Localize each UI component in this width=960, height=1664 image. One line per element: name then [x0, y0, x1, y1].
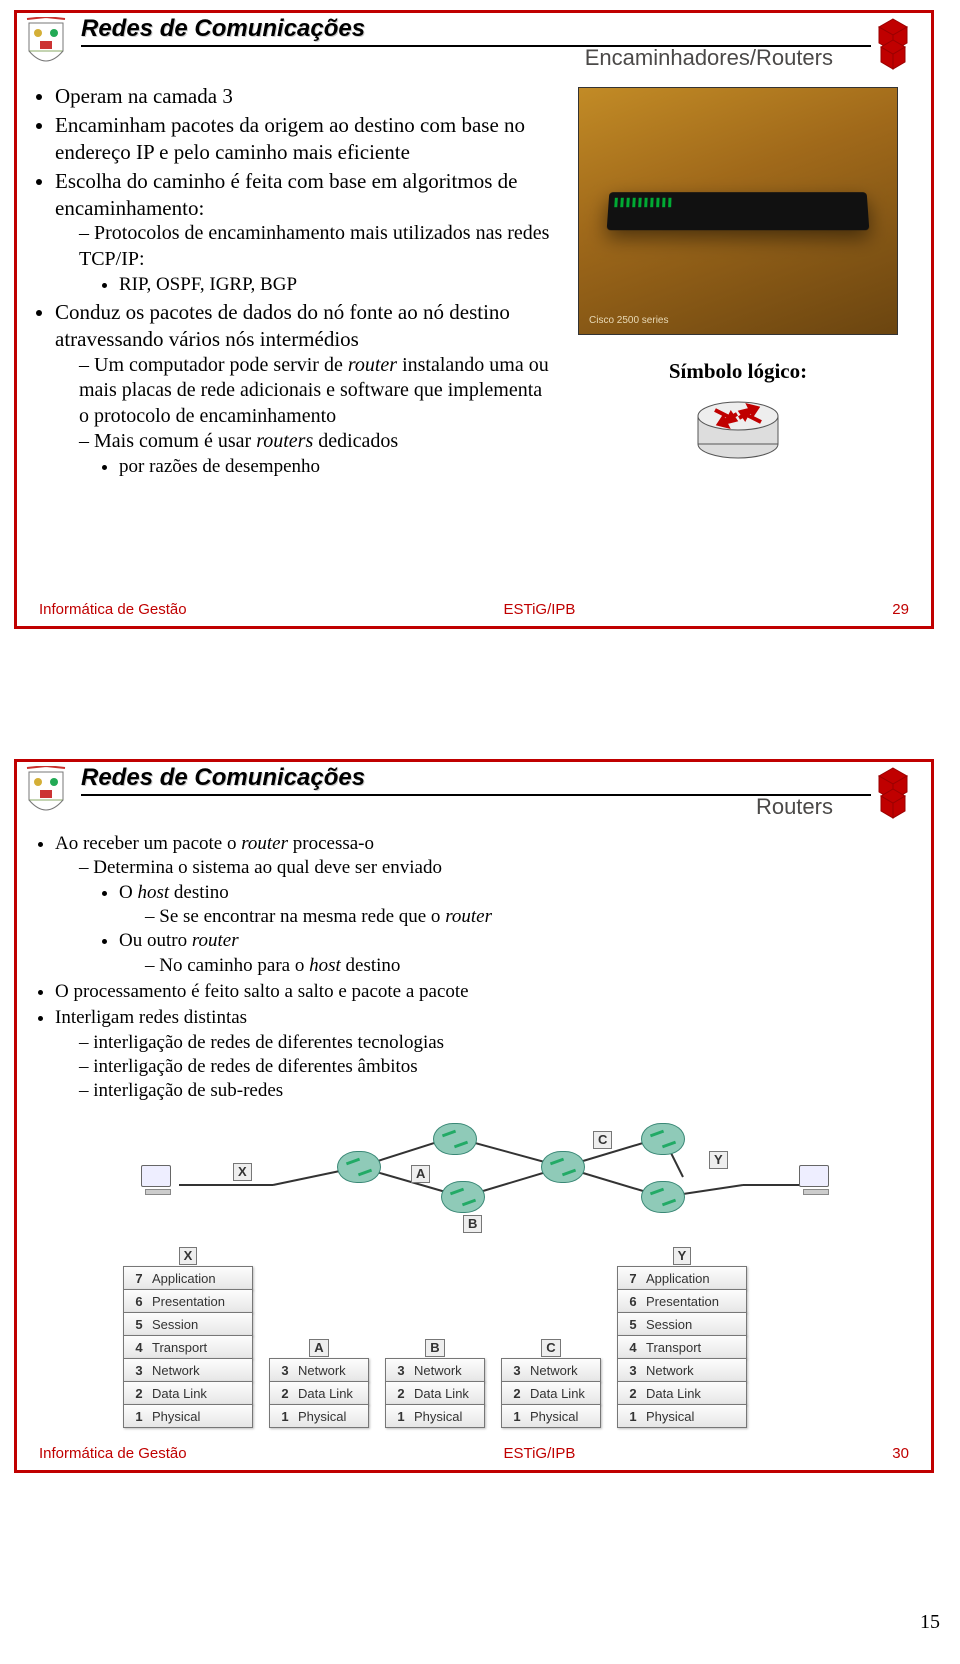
sub-bullet: Protocolos de encaminhamento mais utiliz…	[79, 221, 553, 297]
title-block: Redes de Comunicações Encaminhadores/Rou…	[75, 13, 931, 71]
sub3-bullet: No caminho para o host destino	[145, 954, 915, 978]
cube-logo-icon	[863, 17, 923, 73]
title-block: Redes de Comunicações Routers	[75, 762, 931, 820]
osi-layer: 4Transport	[617, 1335, 747, 1359]
footer-left: Informática de Gestão	[39, 601, 187, 618]
sub-bullet: interligação de sub-redes	[79, 1079, 915, 1103]
sub-bullet: interligação de redes de diferentes âmbi…	[79, 1055, 915, 1079]
sub-bullet: Mais comum é usar routers dedicados por …	[79, 429, 553, 479]
sub3-bullet: Se se encontrar na mesma rede que o rout…	[145, 905, 915, 929]
symbol-label: Símbolo lógico:	[669, 359, 807, 384]
osi-layer: 3Network	[385, 1358, 485, 1382]
osi-layer: 2Data Link	[385, 1381, 485, 1405]
slide-footer: Informática de Gestão ESTiG/IPB 29	[17, 599, 931, 618]
bullet: Operam na camada 3	[55, 83, 553, 110]
slide-header: Redes de Comunicações Routers	[17, 762, 931, 828]
tag-c: C	[593, 1131, 612, 1149]
osi-layer: 6Presentation	[617, 1289, 747, 1313]
footer-page: 30	[892, 1445, 909, 1462]
osi-layer: 4Transport	[123, 1335, 253, 1359]
sub-bullet: interligação de redes de diferentes tecn…	[79, 1031, 915, 1055]
osi-stack-c: C 3Network2Data Link1Physical	[501, 1333, 601, 1428]
page-number: 15	[14, 1603, 946, 1634]
sub2-bullet: O host destino Se se encontrar na mesma …	[119, 881, 915, 930]
footer-left: Informática de Gestão	[39, 1445, 187, 1462]
osi-layer: 1Physical	[123, 1404, 253, 1428]
tag-x: X	[233, 1163, 252, 1181]
osi-layer: 2Data Link	[501, 1381, 601, 1405]
slide-29: Redes de Comunicações Encaminhadores/Rou…	[14, 10, 934, 629]
bullet-text: Escolha do caminho é feita com base em a…	[55, 169, 517, 220]
router-icon	[433, 1123, 475, 1165]
osi-layer: 5Session	[617, 1312, 747, 1336]
content-left: Operam na camada 3 Encaminham pacotes da…	[33, 83, 553, 593]
sub-bullet: Um computador pode servir de router inst…	[79, 353, 553, 430]
osi-stack-a: A 3Network2Data Link1Physical	[269, 1333, 369, 1428]
bullet: O processamento é feito salto a salto e …	[55, 980, 915, 1004]
osi-stack-b: B 3Network2Data Link1Physical	[385, 1333, 485, 1428]
bullet: Ao receber um pacote o router processa-o…	[55, 832, 915, 978]
sub2-bullet: Ou outro router No caminho para o host d…	[119, 929, 915, 978]
router-symbol-icon	[693, 394, 783, 462]
router-c-icon	[541, 1151, 583, 1193]
osi-layer: 3Network	[269, 1358, 369, 1382]
osi-stacks: X 7Application6Presentation5Session4Tran…	[123, 1235, 747, 1428]
content-right: Cisco 2500 series Símbolo lógico:	[561, 83, 915, 593]
host-y-icon	[799, 1165, 841, 1207]
tag-y: Y	[709, 1151, 728, 1169]
cube-logo-icon	[863, 766, 923, 822]
osi-layer: 1Physical	[501, 1404, 601, 1428]
osi-stack-x: X 7Application6Presentation5Session4Tran…	[123, 1241, 253, 1428]
router-a-icon	[337, 1151, 379, 1193]
osi-layer: 1Physical	[269, 1404, 369, 1428]
footer-mid: ESTiG/IPB	[503, 1445, 575, 1462]
photo-caption: Cisco 2500 series	[589, 315, 668, 326]
bullet: Encaminham pacotes da origem ao destino …	[55, 112, 553, 166]
slide-header: Redes de Comunicações Encaminhadores/Rou…	[17, 13, 931, 79]
sub2-bullet: RIP, OSPF, IGRP, BGP	[119, 273, 553, 297]
page: Redes de Comunicações Encaminhadores/Rou…	[0, 0, 960, 1664]
osi-layer: 1Physical	[617, 1404, 747, 1428]
osi-diagram: X A B C Y X 7Application6Presentation5Se…	[123, 1107, 883, 1437]
coat-of-arms-icon	[17, 762, 75, 828]
osi-layer: 1Physical	[385, 1404, 485, 1428]
router-icon	[641, 1181, 683, 1223]
bullet-list: Ao receber um pacote o router processa-o…	[33, 832, 915, 1103]
router-photo: Cisco 2500 series	[578, 87, 898, 335]
router-device-icon	[607, 192, 870, 230]
footer-mid: ESTiG/IPB	[503, 601, 575, 618]
sub2-bullet: por razões de desempenho	[119, 455, 553, 479]
bullet: Conduz os pacotes de dados do nó fonte a…	[55, 299, 553, 479]
coat-of-arms-icon	[17, 13, 75, 79]
bullet: Escolha do caminho é feita com base em a…	[55, 168, 553, 297]
tag-b: B	[463, 1215, 482, 1233]
sub-bullet: Determina o sistema ao qual deve ser env…	[79, 856, 915, 978]
slide-30: Redes de Comunicações Routers Ao receber…	[14, 759, 934, 1473]
footer-page: 29	[892, 601, 909, 618]
tag-a: A	[411, 1165, 430, 1183]
osi-stack-y: Y 7Application6Presentation5Session4Tran…	[617, 1241, 747, 1428]
bullet-list: Operam na camada 3 Encaminham pacotes da…	[33, 83, 553, 479]
osi-layer: 7Application	[123, 1266, 253, 1290]
course-title: Redes de Comunicações	[81, 764, 931, 792]
router-icon	[641, 1123, 683, 1165]
slide-footer: Informática de Gestão ESTiG/IPB 30	[17, 1443, 931, 1462]
slide-subtitle: Routers	[81, 794, 931, 820]
slide-subtitle: Encaminhadores/Routers	[81, 45, 931, 71]
osi-layer: 2Data Link	[269, 1381, 369, 1405]
osi-layer: 2Data Link	[617, 1381, 747, 1405]
course-title: Redes de Comunicações	[81, 15, 931, 43]
osi-layer: 3Network	[617, 1358, 747, 1382]
bullet: Interligam redes distintas interligação …	[55, 1006, 915, 1103]
osi-layer: 3Network	[501, 1358, 601, 1382]
osi-layer: 2Data Link	[123, 1381, 253, 1405]
osi-layer: 7Application	[617, 1266, 747, 1290]
slide-body: Ao receber um pacote o router processa-o…	[17, 828, 931, 1443]
host-x-icon	[141, 1165, 183, 1207]
slide-body: Operam na camada 3 Encaminham pacotes da…	[17, 79, 931, 599]
osi-layer: 3Network	[123, 1358, 253, 1382]
osi-layer: 5Session	[123, 1312, 253, 1336]
osi-layer: 6Presentation	[123, 1289, 253, 1313]
